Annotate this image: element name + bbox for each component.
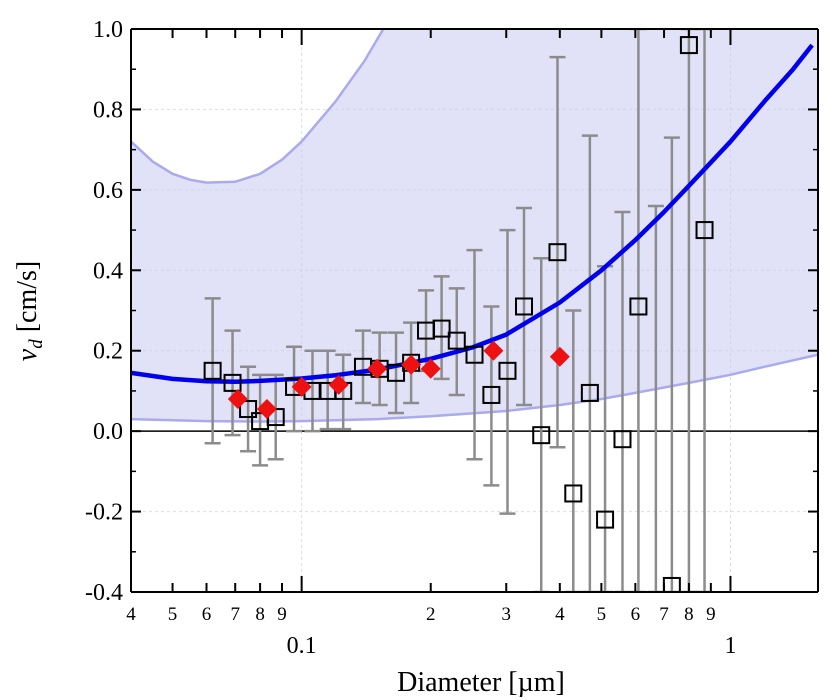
- y-axis-unit: [cm/s]: [12, 261, 43, 340]
- error-bar: [204, 297, 221, 445]
- error-bar: [630, 29, 647, 592]
- square-marker: [629, 297, 648, 316]
- y-tick-label: -0.2: [85, 500, 123, 526]
- x-minor-tick-label: 8: [255, 604, 265, 625]
- square-marker: [648, 664, 664, 680]
- x-minor-tick-label: 9: [706, 604, 716, 625]
- error-bar: [267, 373, 284, 461]
- x-minor-tick-label: 7: [659, 604, 669, 625]
- tick-labels: 1.00.80.60.40.20.0-0.2-0.44 5 6 7 8 9 2 3 4 5 6 7 8 9…: [85, 17, 736, 659]
- y-axis-symbol: v: [12, 348, 43, 361]
- square-marker: [548, 243, 567, 262]
- x-minor-tick-label: 8: [684, 604, 694, 625]
- square-marker: [482, 385, 501, 404]
- band-upper-edge: [131, 29, 385, 184]
- y-tick-label: 1.0: [93, 17, 123, 43]
- diamond-marker: [401, 354, 422, 375]
- square-marker: [596, 510, 615, 529]
- error-bar: [515, 206, 532, 407]
- error-bar: [663, 136, 680, 592]
- square-marker: [223, 373, 242, 392]
- error-bar: [304, 349, 321, 433]
- error-bar: [581, 134, 598, 592]
- diamond-marker: [483, 340, 504, 361]
- x-major-tick-label: 1: [724, 633, 736, 659]
- error-bars: [204, 29, 713, 592]
- x-minor-tick-label: 4: [555, 604, 565, 625]
- error-bar: [499, 228, 516, 515]
- fit-curve: [131, 43, 814, 384]
- error-bar: [354, 329, 371, 405]
- square-marker: [239, 400, 258, 419]
- square-marker: [498, 361, 517, 380]
- x-minor-tick-label: 7: [230, 604, 240, 625]
- diamond-marker: [291, 376, 312, 397]
- error-bar: [252, 373, 269, 467]
- band-area: [131, 29, 818, 422]
- error-bar: [647, 204, 664, 592]
- square-marker: [387, 363, 406, 382]
- y-tick-label: 0.2: [93, 339, 123, 365]
- diamond-marker: [420, 358, 441, 379]
- square-marker: [514, 297, 533, 316]
- y-tick-label: -0.4: [85, 580, 123, 606]
- diamond-marker: [549, 346, 570, 367]
- diamond-marker: [256, 399, 277, 420]
- y-tick-label: 0.4: [93, 258, 123, 284]
- x-minor-tick-label: 4: [126, 604, 136, 625]
- x-axis-title: Diameter [µm]: [397, 667, 565, 698]
- error-bar: [483, 305, 500, 487]
- square-marker: [613, 430, 632, 449]
- error-bar: [466, 248, 483, 461]
- x-minor-tick-label: 5: [597, 604, 607, 625]
- x-minor-tick-label: 9: [277, 604, 287, 625]
- x-minor-tick-label: 5: [168, 604, 178, 625]
- x-minor-tick-label: 2: [426, 604, 436, 625]
- error-bar: [549, 55, 566, 449]
- error-bar: [335, 353, 352, 431]
- y-tick-label: 0.6: [93, 178, 123, 204]
- square-marker: [465, 345, 484, 364]
- axes: [130, 28, 819, 593]
- x-minor-tick-label: 6: [202, 604, 212, 625]
- x-major-tick-label: 0.1: [287, 633, 317, 659]
- square-marker: [580, 383, 599, 402]
- error-bar: [696, 29, 713, 592]
- square-marker: [695, 221, 714, 240]
- y-axis-title: vd [cm/s]: [12, 261, 47, 361]
- error-bar: [448, 287, 465, 397]
- diamond-marker: [367, 358, 388, 379]
- square-marker: [432, 319, 451, 338]
- diamond-marker: [227, 388, 248, 409]
- error-bar: [319, 349, 336, 431]
- fit-curve-line: [131, 43, 814, 384]
- x-minor-tick-label: 3: [501, 604, 511, 625]
- diamond-marker: [328, 374, 349, 395]
- square-marker: [532, 426, 551, 445]
- error-bar: [388, 331, 405, 415]
- y-axis-subscript: d: [26, 339, 47, 349]
- x-minor-tick-label: 6: [631, 604, 641, 625]
- square-marker: [203, 361, 222, 380]
- error-bar: [433, 275, 450, 381]
- diamond-markers: [227, 340, 570, 420]
- y-tick-label: 0.0: [93, 419, 123, 445]
- square-marker: [564, 484, 583, 503]
- error-bar: [565, 309, 582, 592]
- square-marker: [447, 331, 466, 350]
- y-tick-label: 0.8: [93, 97, 123, 123]
- error-bar: [614, 210, 631, 592]
- error-bar: [680, 29, 697, 592]
